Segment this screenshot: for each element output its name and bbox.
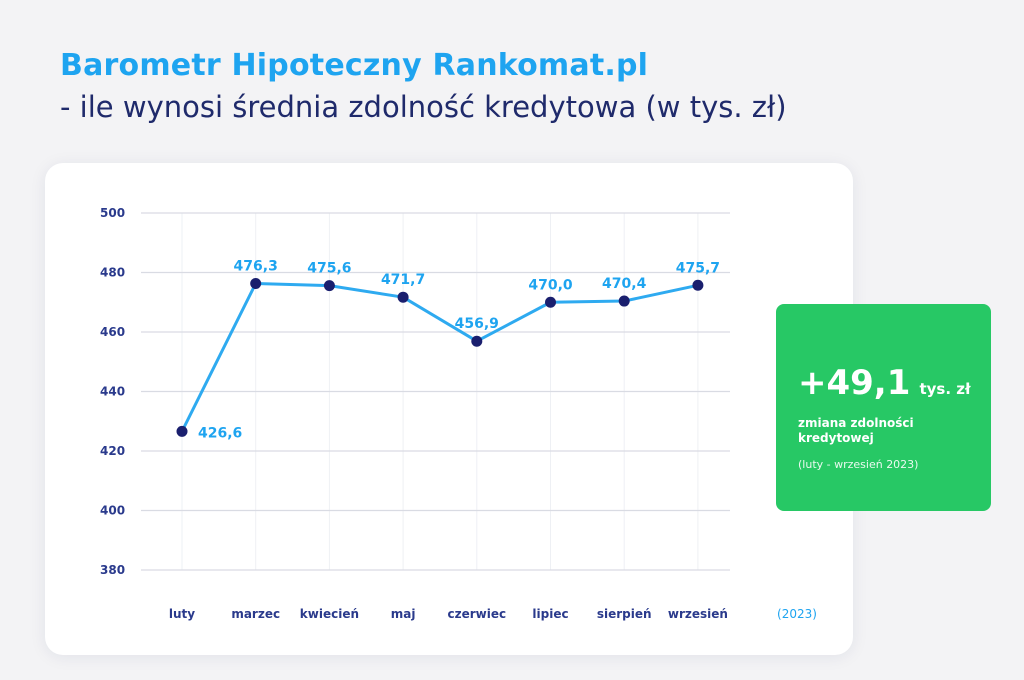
data-label: 471,7 [381,272,425,288]
x-tick-label: maj [391,607,416,621]
year-label: (2023) [777,607,817,621]
data-label: 475,7 [676,260,720,276]
data-point [471,335,483,347]
data-label: 470,0 [528,277,573,293]
summary-value-row: +49,1 tys. zł [798,366,973,400]
y-tick-label: 480 [100,266,125,280]
x-tick-label: wrzesień [668,607,728,621]
x-tick-label: czerwiec [447,607,506,621]
data-label: 475,6 [307,261,351,277]
y-tick-label: 400 [100,504,125,518]
line-chart: 500 480 460 440 420 400 380 426,6 476,3 475,6 471,… [100,206,817,621]
page-subtitle: - ile wynosi średnia zdolność kredytowa … [60,90,787,124]
data-point [618,295,630,307]
y-tick-label: 420 [100,444,125,458]
data-label: 456,9 [455,316,499,332]
summary-caption: zmiana zdolności kredytowej [798,416,914,445]
data-point [176,425,188,437]
chart-card: 500 480 460 440 420 400 380 426,6 476,3 475,6 471,… [45,163,853,655]
summary-box: +49,1 tys. zł zmiana zdolności kredytowe… [776,304,991,511]
y-tick-label: 500 [100,206,125,220]
x-tick-label: kwiecień [300,607,359,621]
x-tick-label: sierpień [597,607,652,621]
x-tick-label: marzec [231,607,280,621]
y-tick-label: 440 [100,385,125,399]
summary-unit: tys. zł [919,380,971,398]
y-tick-label: 380 [100,563,125,577]
data-point [323,280,335,292]
data-label: 476,3 [234,259,278,275]
data-point [397,291,409,303]
y-tick-label: 460 [100,325,125,339]
data-point [250,278,262,290]
summary-period: (luty - wrzesień 2023) [798,458,919,471]
x-tick-label: luty [169,607,195,621]
summary-value: +49,1 [798,363,911,403]
series-line [180,282,699,433]
data-label: 470,4 [602,276,647,292]
data-point [545,296,556,308]
data-point [692,279,704,291]
data-label: 426,6 [198,425,242,441]
x-tick-label: lipiec [532,607,568,621]
page-title: Barometr Hipoteczny Rankomat.pl [60,48,649,83]
